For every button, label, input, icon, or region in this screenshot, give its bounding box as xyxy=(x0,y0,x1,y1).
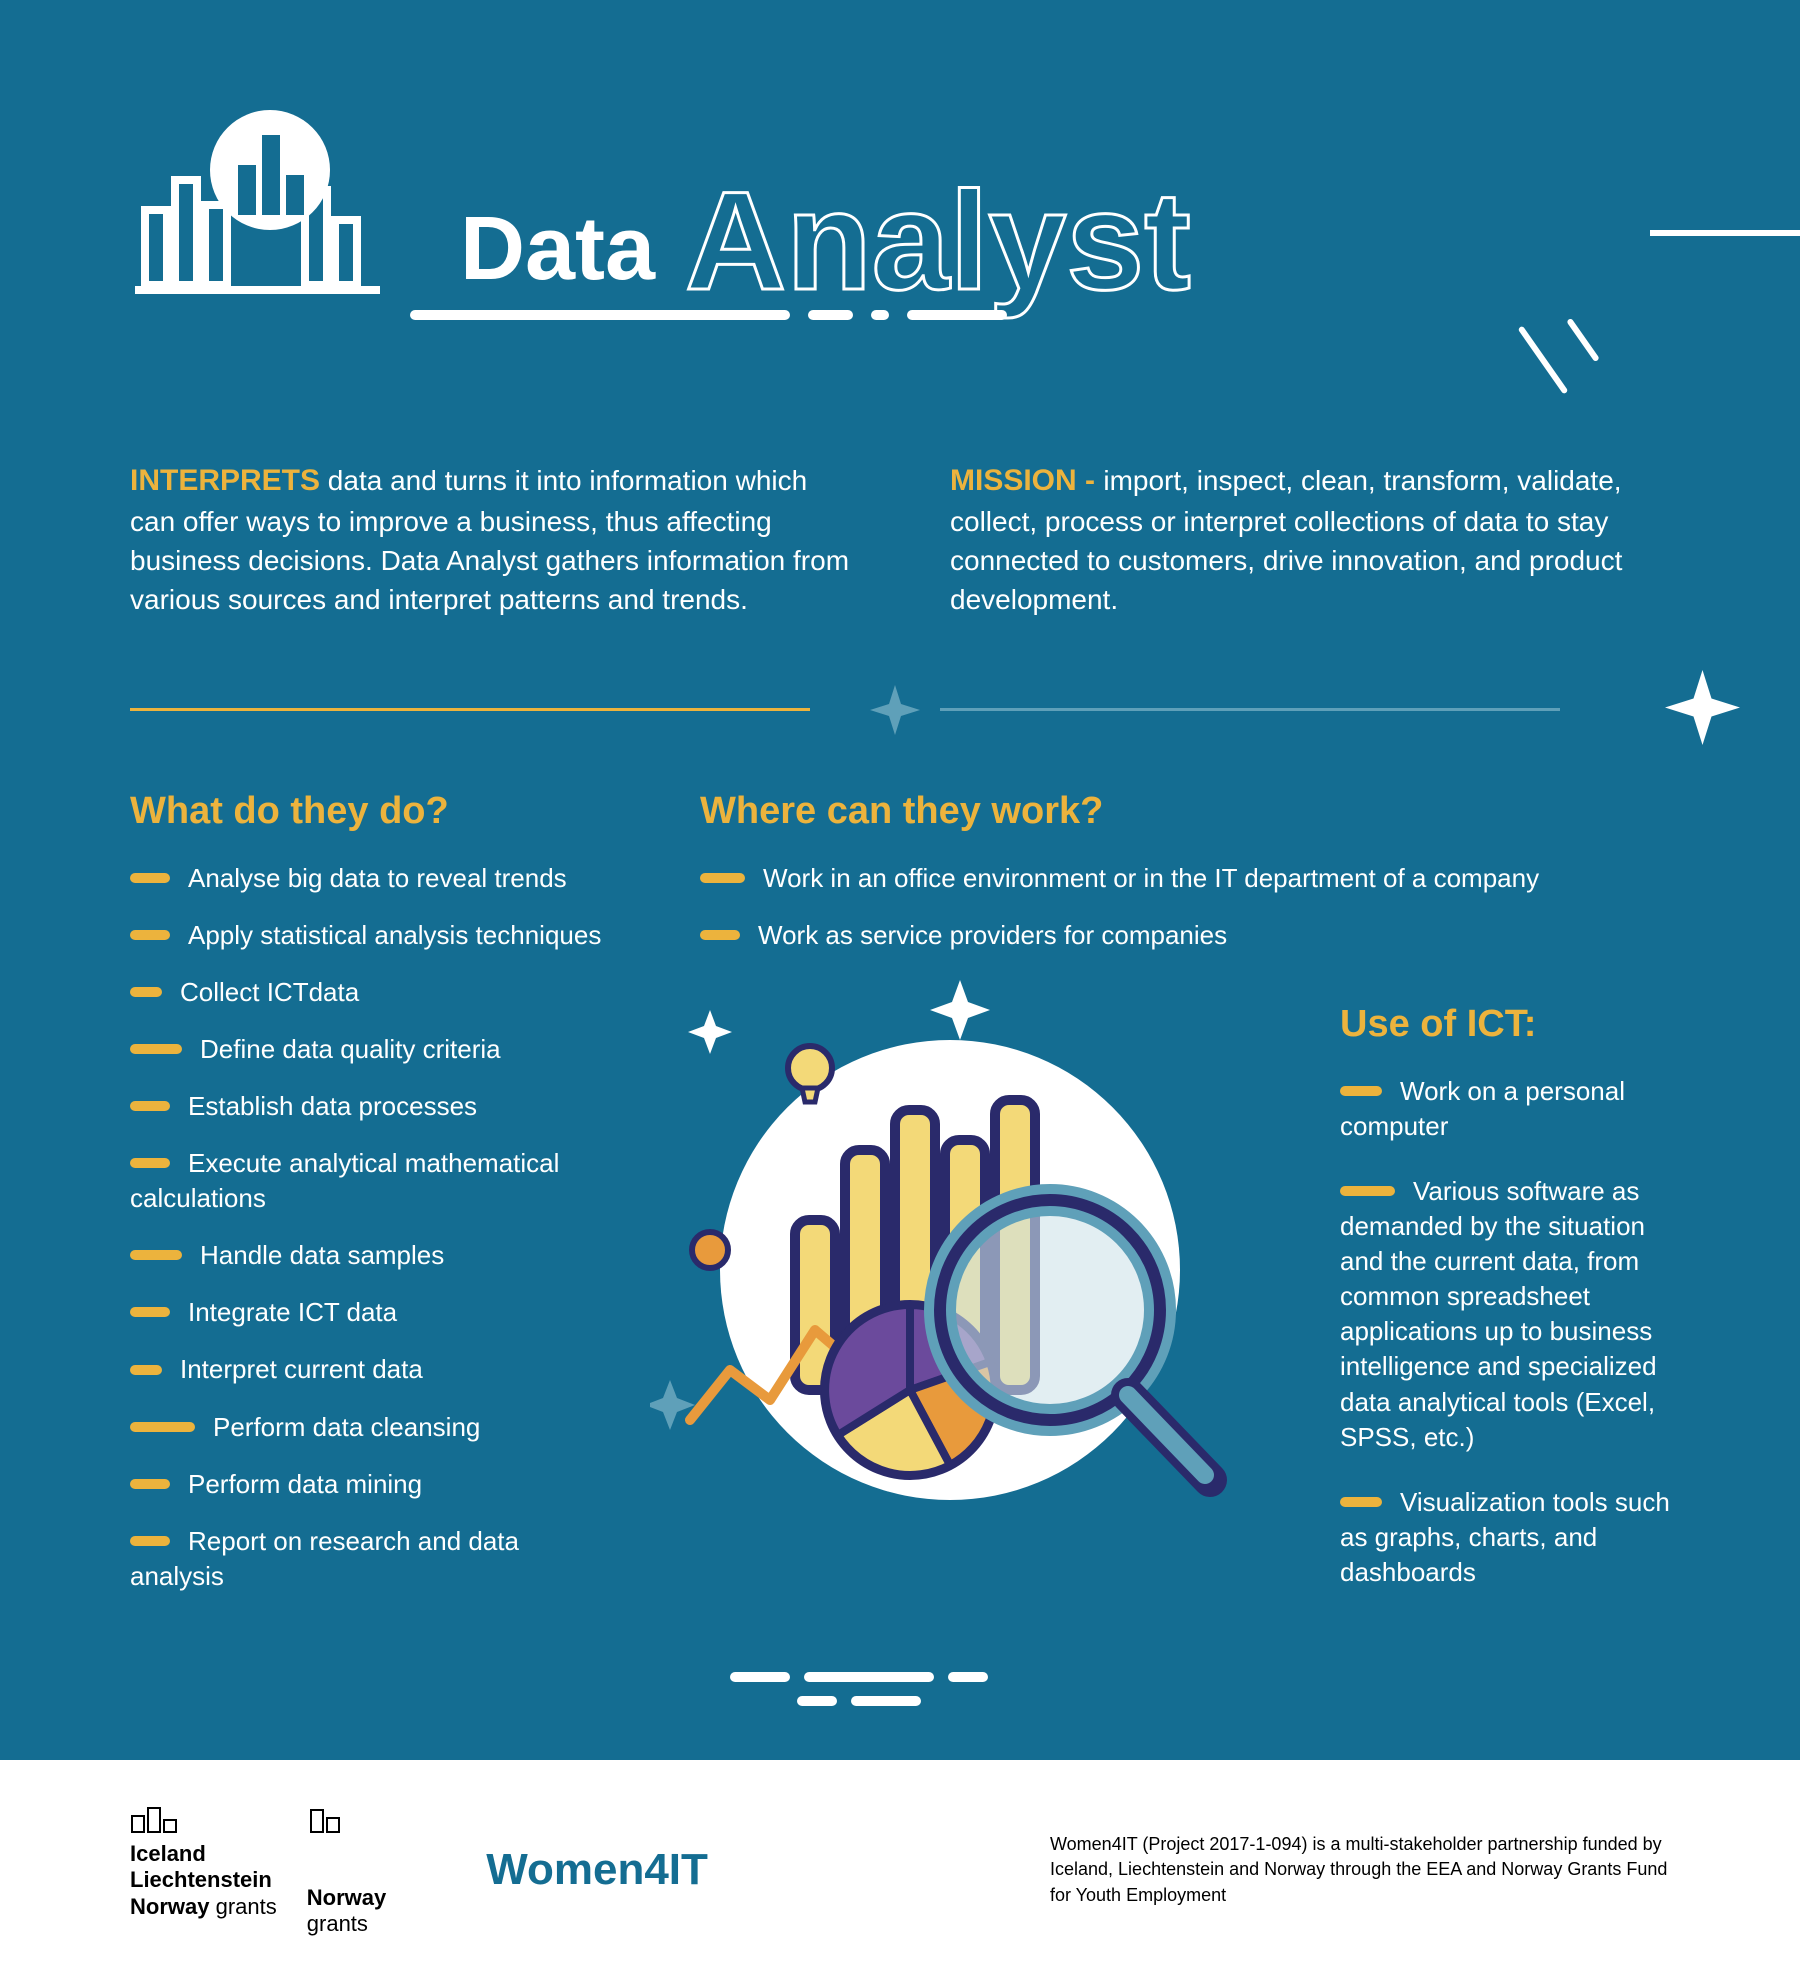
analytics-illustration-icon xyxy=(650,950,1250,1550)
list-item: Various software as demanded by the situ… xyxy=(1340,1174,1670,1455)
what-do-title: What do they do? xyxy=(130,790,610,833)
bullet-icon xyxy=(130,1422,195,1432)
grant-line: Liechtenstein xyxy=(130,1867,272,1892)
bullet-icon xyxy=(130,873,170,883)
bullet-icon xyxy=(130,1307,170,1317)
main-panel: Data Analyst INTERPRETS data and turns i… xyxy=(0,0,1800,1760)
list-item: Work as service providers for companies xyxy=(700,918,1670,953)
bullet-icon xyxy=(130,1044,182,1054)
what-do-list: Analyse big data to reveal trends Apply s… xyxy=(130,861,610,1594)
grant-line: Norway xyxy=(130,1894,209,1919)
list-item: Collect ICTdata xyxy=(130,975,610,1010)
bullet-icon xyxy=(130,1536,170,1546)
decorative-dashes-bottom xyxy=(730,1672,988,1720)
bullet-icon xyxy=(130,1158,170,1168)
bullet-icon xyxy=(1340,1497,1382,1507)
list-item: Perform data cleansing xyxy=(130,1410,610,1445)
list-item-text: Visualization tools such as graphs, char… xyxy=(1340,1487,1670,1587)
list-item-text: Perform data mining xyxy=(188,1469,422,1499)
bullet-icon xyxy=(130,1479,170,1489)
mission-block: MISSION - import, inspect, clean, transf… xyxy=(950,460,1670,620)
title-outline: Analyst xyxy=(685,160,1191,322)
ict-title: Use of ICT: xyxy=(1340,1003,1670,1046)
list-item: Interpret current data xyxy=(130,1352,610,1387)
interprets-block: INTERPRETS data and turns it into inform… xyxy=(130,460,850,620)
list-item: Work on a personal computer xyxy=(1340,1074,1670,1144)
content-row: What do they do? Analyse big data to rev… xyxy=(130,790,1670,1620)
list-item: Visualization tools such as graphs, char… xyxy=(1340,1485,1670,1590)
grants-buildings-icon xyxy=(130,1802,190,1834)
header: Data Analyst xyxy=(130,90,1670,290)
list-item-text: Perform data cleansing xyxy=(213,1412,480,1442)
bar-chart-magnifier-icon xyxy=(130,90,390,300)
list-item: Work in an office environment or in the … xyxy=(700,861,1670,896)
title-solid: Data xyxy=(460,198,655,301)
list-item-text: Apply statistical analysis techniques xyxy=(188,920,601,950)
title: Data Analyst xyxy=(460,150,1191,312)
list-item-text: Define data quality criteria xyxy=(200,1034,501,1064)
list-item: Handle data samples xyxy=(130,1238,610,1273)
decorative-line xyxy=(1650,230,1800,236)
list-item-text: Handle data samples xyxy=(200,1240,444,1270)
list-item-text: Work in an office environment or in the … xyxy=(763,863,1539,893)
where-work-list: Work in an office environment or in the … xyxy=(700,861,1670,953)
what-do-column: What do they do? Analyse big data to rev… xyxy=(130,790,610,1620)
list-item: Report on research and data analysis xyxy=(130,1524,610,1594)
list-item: Integrate ICT data xyxy=(130,1295,610,1330)
footer: Iceland Liechtenstein Norway grants Norw… xyxy=(0,1760,1800,1980)
grant-line: Iceland xyxy=(130,1841,206,1866)
list-item-text: Collect ICTdata xyxy=(180,977,359,1007)
norway-grants-logo: Norway grants xyxy=(307,1802,386,1937)
list-item-text: Establish data processes xyxy=(188,1091,477,1121)
sparkle-icon xyxy=(1665,670,1740,745)
footer-description: Women4IT (Project 2017-1-094) is a multi… xyxy=(1050,1832,1670,1908)
list-item-text: Work as service providers for companies xyxy=(758,920,1227,950)
bullet-icon xyxy=(1340,1186,1395,1196)
bullet-icon xyxy=(700,873,745,883)
bullet-icon xyxy=(700,930,740,940)
intro-row: INTERPRETS data and turns it into inform… xyxy=(130,460,1670,620)
eea-grants-logo: Iceland Liechtenstein Norway grants xyxy=(130,1802,277,1937)
list-item: Execute analytical mathematical calculat… xyxy=(130,1146,610,1216)
bullet-icon xyxy=(130,987,162,997)
sparkle-icon xyxy=(870,685,920,735)
bullet-icon xyxy=(1340,1086,1382,1096)
divider xyxy=(130,680,1670,740)
list-item-text: Report on research and data analysis xyxy=(130,1526,519,1591)
grants-logos: Iceland Liechtenstein Norway grants Norw… xyxy=(130,1802,386,1937)
bullet-icon xyxy=(130,1101,170,1111)
list-item-text: Interpret current data xyxy=(180,1354,423,1384)
decorative-dashes xyxy=(410,310,1007,320)
interprets-label: INTERPRETS xyxy=(130,464,320,497)
grant-line: Norway xyxy=(307,1885,386,1910)
where-work-title: Where can they work? xyxy=(700,790,1670,833)
list-item-text: Execute analytical mathematical calculat… xyxy=(130,1148,559,1213)
list-item: Establish data processes xyxy=(130,1089,610,1124)
list-item: Perform data mining xyxy=(130,1467,610,1502)
list-item-text: Various software as demanded by the situ… xyxy=(1340,1176,1657,1452)
bullet-icon xyxy=(130,1365,162,1375)
list-item: Analyse big data to reveal trends xyxy=(130,861,610,896)
bullet-icon xyxy=(130,1250,182,1260)
mission-label: MISSION - xyxy=(950,464,1103,497)
ict-list: Work on a personal computer Various softw… xyxy=(1340,1074,1670,1590)
list-item: Apply statistical analysis techniques xyxy=(130,918,610,953)
list-item: Define data quality criteria xyxy=(130,1032,610,1067)
women4it-brand: Women4IT xyxy=(486,1845,708,1895)
grants-buildings-icon xyxy=(307,1802,347,1834)
list-item-text: Work on a personal computer xyxy=(1340,1076,1625,1141)
bullet-icon xyxy=(130,930,170,940)
list-item-text: Integrate ICT data xyxy=(188,1297,397,1327)
grant-suffix: grants xyxy=(216,1894,277,1919)
list-item-text: Analyse big data to reveal trends xyxy=(188,863,567,893)
grant-suffix: grants xyxy=(307,1911,368,1936)
